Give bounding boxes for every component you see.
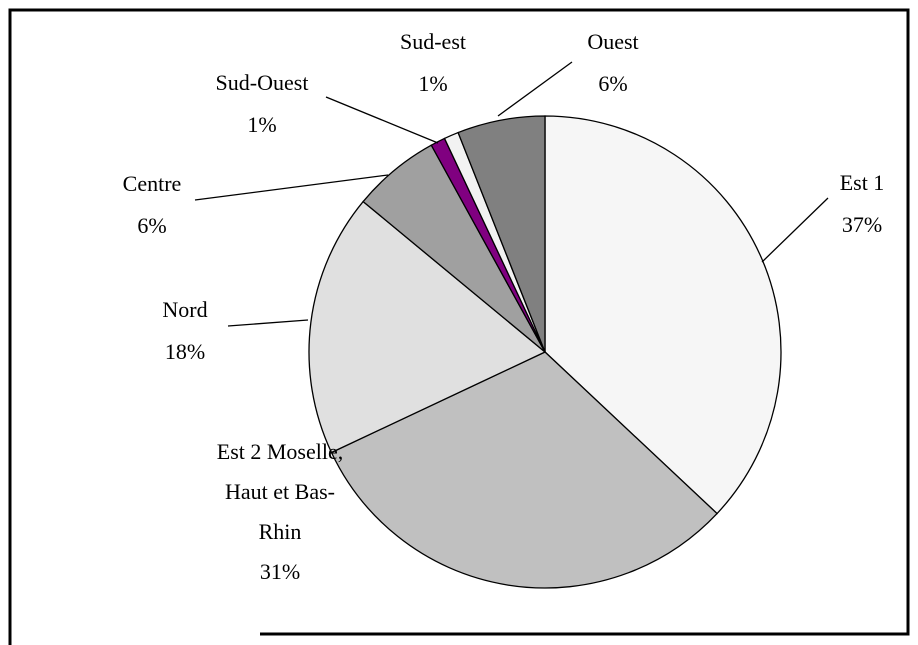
slice-label: Nord 18% — [162, 289, 207, 373]
leader-line — [227, 319, 309, 327]
pie — [308, 115, 782, 589]
leader-line — [761, 197, 829, 263]
slice-value: 1% — [418, 71, 448, 96]
leader-line — [194, 174, 389, 201]
slice-name: Est 1 — [839, 170, 885, 195]
pie-slice — [308, 200, 547, 454]
pie-slice — [457, 115, 546, 353]
pie-slice — [330, 351, 718, 589]
slice-name: Sud-Ouest — [215, 70, 309, 95]
slice-value: 1% — [247, 112, 277, 137]
slice-value: 31% — [259, 559, 301, 584]
slice-value: 18% — [164, 339, 206, 364]
pie-slice — [544, 115, 782, 515]
slice-name: Nord — [162, 297, 208, 322]
slice-label: Sud-est 1% — [400, 21, 466, 105]
slice-name: Centre — [122, 171, 182, 196]
leader-line — [497, 61, 573, 117]
leader-line — [325, 96, 439, 144]
slice-name: Ouest — [587, 29, 639, 54]
frame — [8, 8, 910, 645]
slice-label: Ouest 6% — [587, 21, 638, 105]
slice-name: Sud-est — [400, 29, 466, 54]
slice-label: Est 2 Moselle, Haut et Bas-Rhin 31% — [215, 432, 345, 592]
slice-label: Sud-Ouest 1% — [216, 62, 309, 146]
slice-label: Centre 6% — [123, 163, 182, 247]
leader-lines — [194, 61, 829, 327]
slice-label: Est 1 37% — [840, 162, 885, 246]
slice-value: 37% — [841, 212, 883, 237]
slice-value: 6% — [598, 71, 628, 96]
slice-value: 6% — [137, 213, 167, 238]
slice-name: Est 2 Moselle, Haut et Bas-Rhin — [216, 439, 344, 544]
